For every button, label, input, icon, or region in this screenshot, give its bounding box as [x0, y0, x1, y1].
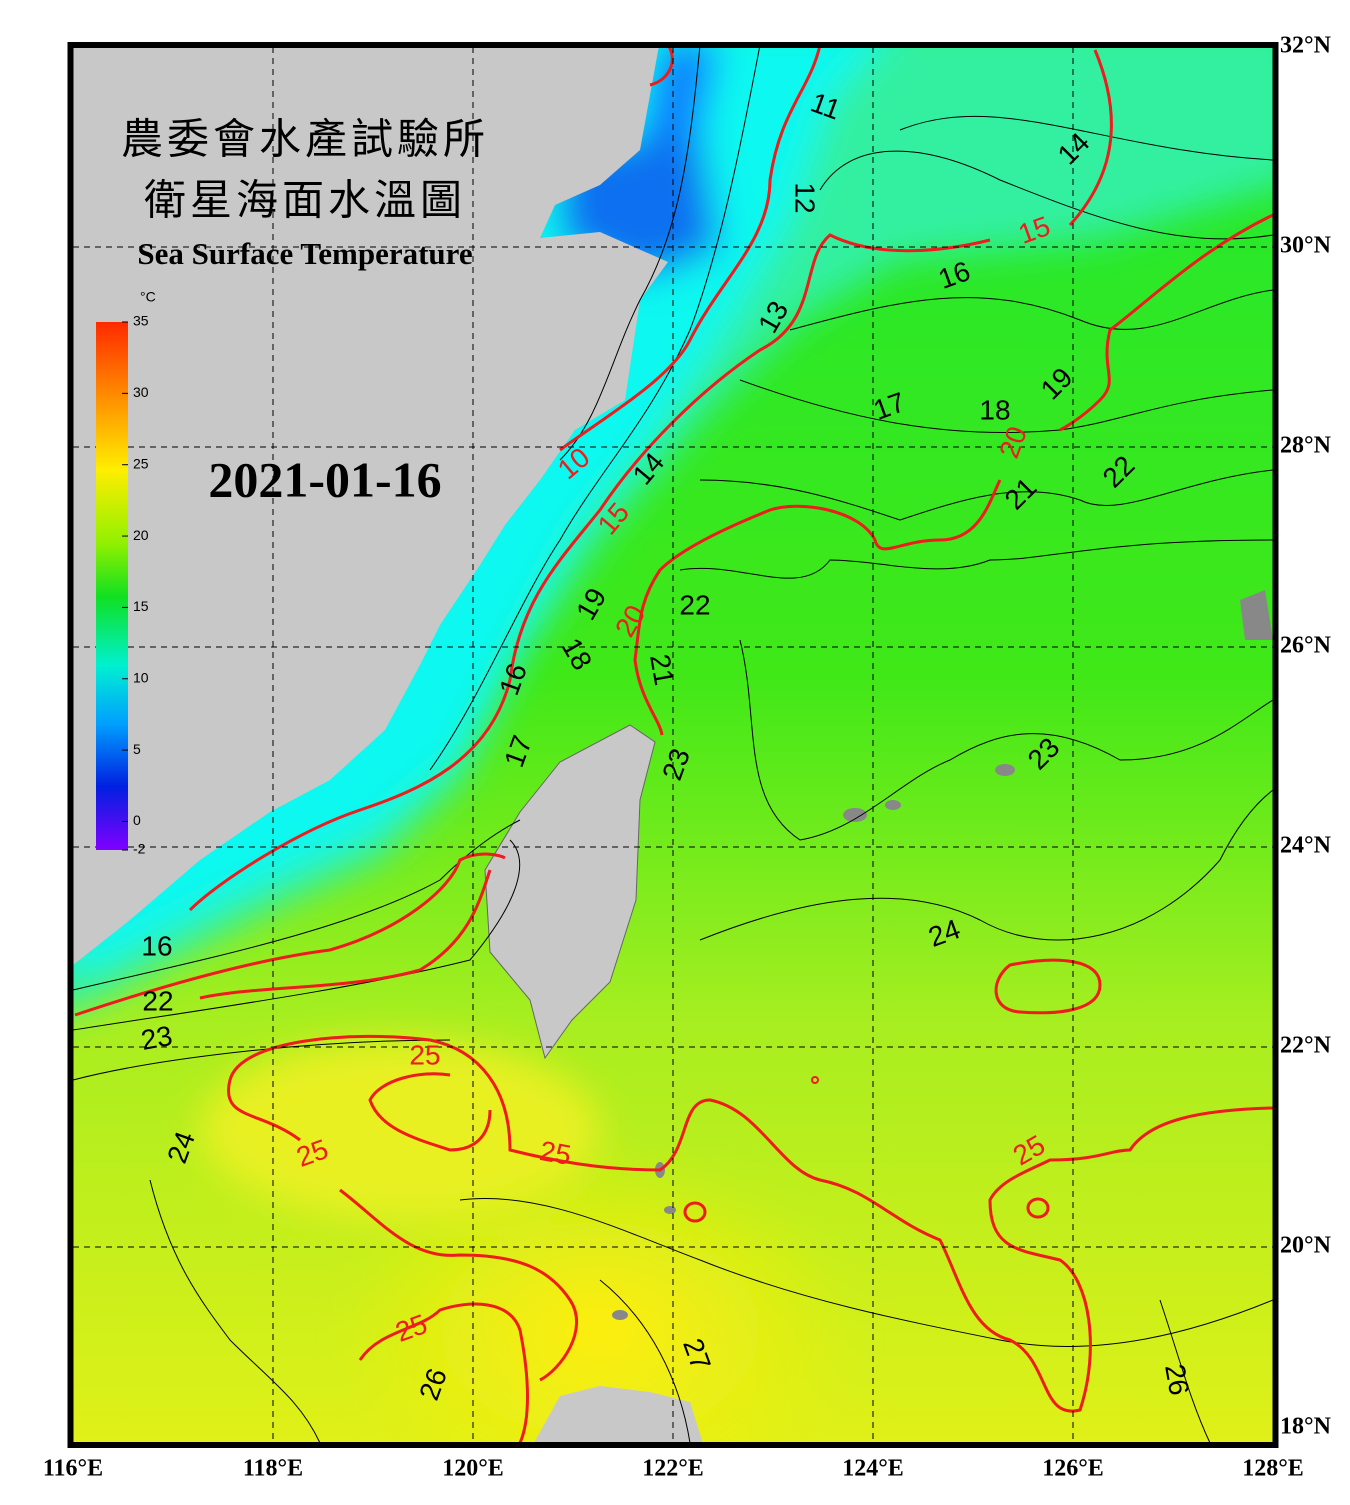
colorbar	[96, 322, 128, 850]
date: 2021-01-16	[208, 451, 441, 507]
isotherms	[73, 47, 1273, 1443]
title-en: Sea Surface Temperature	[137, 236, 472, 271]
y-tick-label: 20°N	[1280, 1233, 1332, 1259]
colorbar-tick-label: -2	[133, 841, 146, 857]
x-tick-label: 126°E	[1042, 1456, 1104, 1482]
contour-label: 25	[409, 1039, 440, 1070]
y-tick-label: 18°N	[1280, 1414, 1332, 1440]
x-tick-label: 122°E	[642, 1456, 704, 1482]
contour-label: 21	[644, 652, 680, 688]
colorbar-tick-label: 20	[133, 527, 149, 543]
colorbar-tick-label: 5	[133, 741, 141, 757]
y-tick-label: 30°N	[1280, 233, 1332, 259]
contour-label: 22	[679, 589, 710, 620]
graticule	[73, 47, 1273, 1443]
isotherms-5	[74, 47, 1273, 1443]
contour-label: 18	[979, 394, 1010, 425]
x-tick-label: 120°E	[442, 1456, 504, 1482]
colorbar-tick-label: 30	[133, 384, 149, 400]
contour-label: 25	[537, 1135, 573, 1171]
axis-labels: 116°E 118°E 120°E 122°E 124°E 126°E 128°E 32°N 3…	[43, 33, 1332, 1482]
colorbar-tick-label: 35	[133, 313, 149, 329]
y-tick-label: 26°N	[1280, 633, 1332, 659]
x-tick-label: 118°E	[243, 1456, 303, 1482]
colorbar-unit: °C	[140, 289, 156, 305]
y-tick-label: 22°N	[1280, 1033, 1332, 1059]
x-tick-label: 116°E	[43, 1456, 103, 1482]
colorbar-tick-label: 15	[133, 598, 149, 614]
title-zh-1: 農委會水產試驗所	[121, 117, 489, 164]
y-tick-label: 28°N	[1280, 433, 1332, 459]
contour-label: 22	[142, 985, 173, 1016]
x-tick-label: 124°E	[842, 1456, 904, 1482]
contour-label: 16	[141, 930, 172, 961]
colorbar-ticks: 35 30 25 20 15 10 5 0 -2	[122, 313, 149, 857]
contour-label: 23	[139, 1020, 175, 1056]
contour-label: 26	[1159, 1362, 1195, 1398]
colorbar-tick-label: 0	[133, 812, 141, 828]
y-tick-label: 32°N	[1280, 33, 1332, 59]
title-zh-2: 衛星海面水溫圖	[144, 179, 466, 225]
colorbar-tick-label: 25	[133, 455, 149, 471]
y-tick-label: 24°N	[1280, 833, 1332, 859]
x-tick-label: 128°E	[1242, 1456, 1304, 1482]
contour-label: 12	[790, 182, 821, 213]
map-frame	[67, 42, 1279, 1448]
colorbar-tick-label: 10	[133, 669, 149, 685]
